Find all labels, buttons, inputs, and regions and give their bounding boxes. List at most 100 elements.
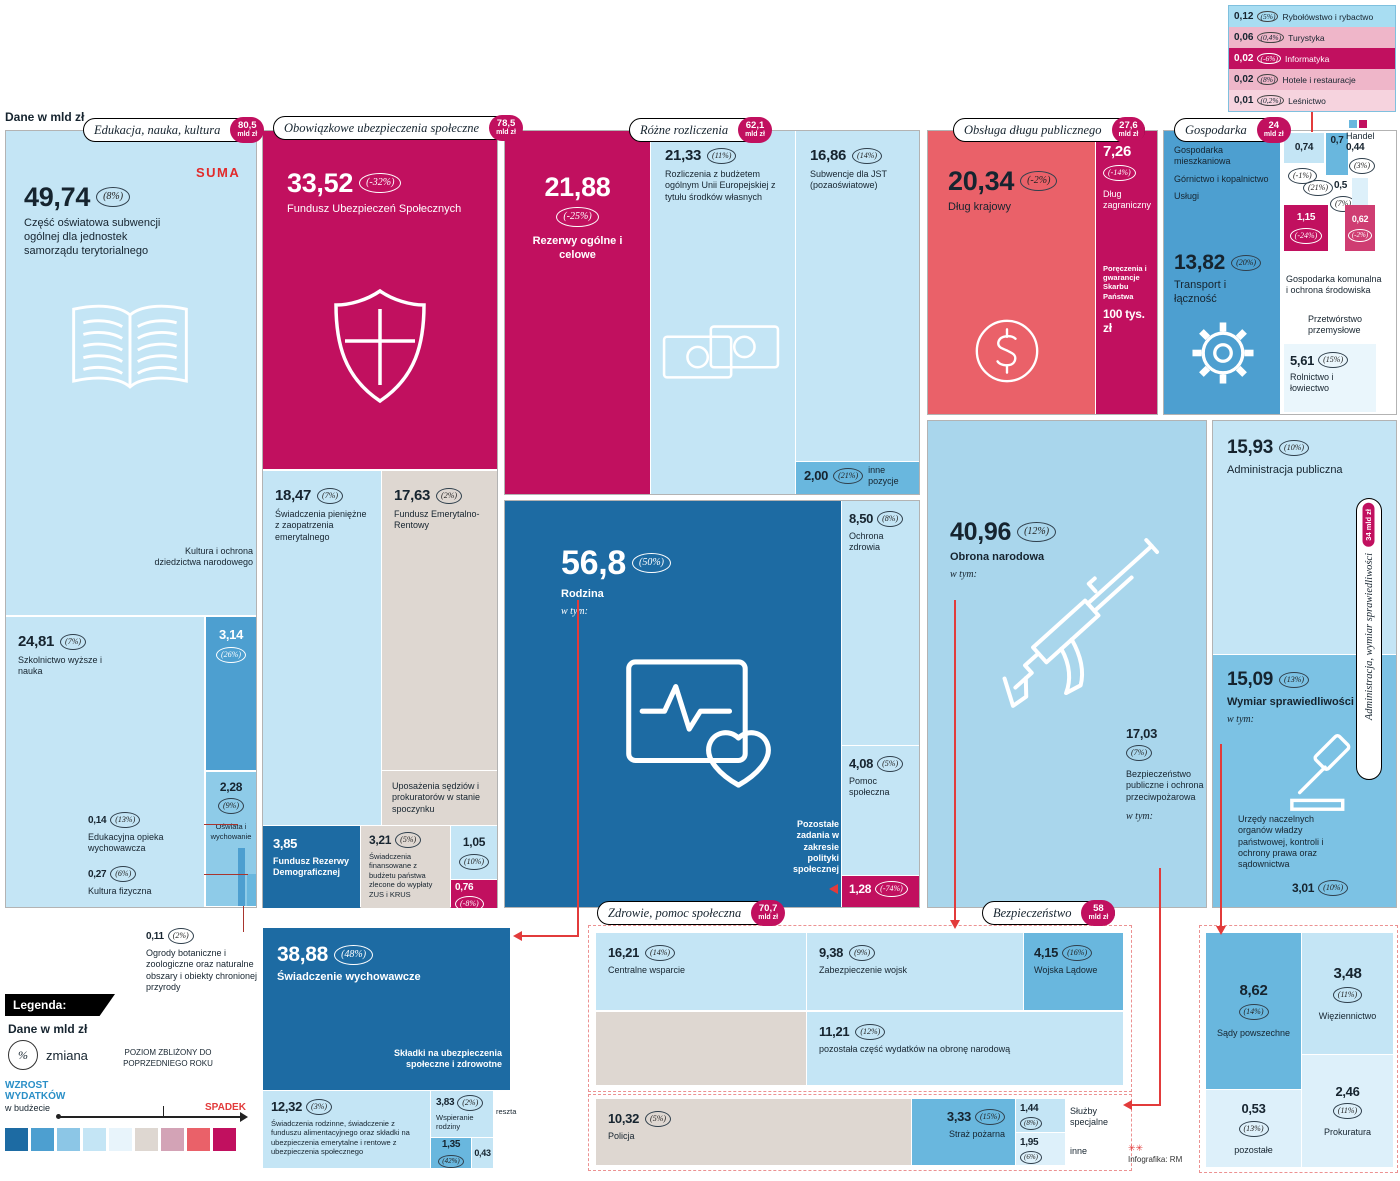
change-badge: (-14%) [1103,165,1136,181]
tile-gosp-07: 0,7 [1326,133,1348,175]
value: 1,05 [462,835,486,850]
change-badge: (6%) [110,866,137,882]
label-gosp-komunalna: Gospodarka komunalna i ochrona środowisk… [1286,274,1382,296]
legend-swatch [161,1128,184,1151]
total-value: 62,1 [745,120,765,132]
tile-policja: 10,32 (5%) Policja [596,1099,911,1165]
legend-scale-line [58,1116,240,1118]
label: Wojska Lądowe [1034,965,1098,975]
total-value: 78,5 [496,118,516,130]
tile-pozostala-obrona: 11,21 (12%) pozostała część wydatków na o… [807,1012,1123,1085]
arrow-down [950,920,960,929]
total-unit: mld zł [745,131,765,139]
label-gornictwo: Górnictwo i kopalnictwo [1174,173,1269,184]
value: 1,28 [849,881,872,896]
value: 20,34 [948,166,1015,196]
tile-straz-pozarna: 3,33 (15%) Straż pożarna [912,1099,1015,1165]
tile-inne-bezpieczenstwo: 1,95 (6%) [1016,1133,1065,1165]
section-title: Obowiązkowe ubezpieczenia społeczne [284,120,480,135]
change-badge: (12%) [855,1024,886,1040]
tile-transport: Gospodarka mieszkaniowa Górnictwo i kopa… [1164,131,1280,414]
label: Świadczenia rodzinne, świadczenie z fund… [271,1119,410,1157]
value: 0,74 [1294,142,1314,153]
change-badge: (11%) [707,148,737,164]
label: Fundusz Rezerwy Demograficznej [273,855,350,877]
legend-swatch [135,1128,158,1151]
section-title: Zdrowie, pomoc społeczna [608,905,742,920]
value: 1,44 [1020,1103,1039,1114]
total-unit: mld zł [1088,914,1109,922]
label: Więziennictwo [1318,1010,1377,1021]
label: Oświata i wychowanie [210,822,252,841]
value: 7,26 [1103,143,1131,160]
label: Świadczenia pieniężne z zaopatrzenia eme… [275,509,367,542]
tile-zdrowie-043: 0,43 [472,1138,493,1168]
label: Edukacyjna opieka wychowawcza [88,832,164,854]
handel-swatch-blue [1349,120,1357,128]
tile-swiadczenia-zus-krus: 3,21 (5%) Świadczenia finansowane z budże… [361,826,450,908]
change-badge: (3%) [1349,158,1375,174]
gear-icon [1190,320,1256,386]
legend-change: zmiana [46,1048,88,1063]
change-badge: (8%) [1020,1117,1042,1130]
change-badge: (20%) [1231,254,1262,271]
value: 33,52 [287,168,354,198]
section-title: Obsługa długu publicznego [964,122,1102,137]
label: inne pozycje [868,465,899,487]
value: 17,63 [394,487,431,504]
change-badge: (9%) [218,798,244,815]
label: pozostałe [1234,1144,1273,1155]
label-urzedy: Urzędy naczelnych organów władzy państwo… [1238,814,1324,869]
tile-wspieranie-rodziny: 3,83 (2%) Wspieranie rodziny [431,1091,493,1137]
callout-ogrody: 0,11 (2%) Ogrody botaniczne i zoologiczne… [146,928,258,993]
value: 21,33 [665,147,702,164]
section-total-badge: 27,6 mld zł [1111,117,1146,143]
change-badge: (10%) [1279,440,1310,457]
label: Hotele i restauracje [1282,74,1356,85]
legend-swatch [109,1128,132,1151]
section-total-badge: 24 mld zł [1256,117,1291,143]
change-badge: (-24%) [1289,228,1323,244]
mini-legend-connector [1311,110,1313,132]
total-value: 34 [1364,532,1374,541]
legend-percent-circle: % [8,1040,38,1070]
tile-dlug-krajowy: 20,34 (-2%) Dług krajowy [928,131,1095,414]
section-header-administracja: 34 mld zł Administracja, wymiar sprawied… [1356,498,1382,780]
value: 0,44 [1346,142,1365,154]
label-sluzby-specjalne: Służby specjalne [1070,1106,1109,1128]
wymiar-connector-line [1220,744,1222,926]
legend-swatch [5,1128,28,1151]
tile-zdrowie-135: 1,35 (42%) [431,1138,471,1168]
tile-rezerwy: 21,88 (-25%) Rezerwy ogólne i celowe [505,131,650,494]
total-unit: mld zł [1118,131,1139,139]
label-poreczenia: Poręczenia i gwarancje Skarbu Państwa [1103,263,1147,301]
tile-centralne-wsparcie: 16,21 (14%) Centralne wsparcie [596,933,806,1010]
section-title: Bezpieczeństwo [993,905,1072,920]
section-total-badge: 70,7 mld zł [751,900,786,926]
legend-swatch [213,1128,236,1151]
value: 10,32 [608,1111,640,1127]
tile-kultura: 3,14 (26%) [206,617,256,770]
callout-line [243,906,244,932]
section-header-ubezpieczenia: Obowiązkowe ubezpieczenia społeczne 78,5… [273,115,523,141]
callout-bezpieczenstwo-publiczne: 17,03 (7%) Bezpieczeństwo publiczne i oc… [1126,726,1204,822]
value: 3,83 [436,1097,455,1108]
tile-ubezpieczenia-pozostale: 0,76 (-8%) pozostałe [451,880,497,921]
section-header-bezpieczenstwo: Bezpieczeństwo 58 mld zł [982,900,1116,926]
label: Sądy powszechne [1216,1028,1291,1039]
label-kultura-dziedzictwo: Kultura i ochrona dziedzictwa narodowego [154,546,253,568]
mini-legend-row: 0,02 (-6%) Informatyka [1229,48,1395,69]
arrow-left [829,884,838,894]
value: 0,76 [455,882,474,893]
section-administracja [1212,420,1397,908]
label-reszta: reszta [496,1107,517,1116]
value: 0,02 [1234,74,1254,85]
tile-fundusz-rezerwy: 3,85 Fundusz Rezerwy Demograficznej [263,826,360,908]
tile-gosp-074: 0,74 [1284,133,1324,163]
value: 0,43 [474,1147,491,1158]
legend-swatch [57,1128,80,1151]
change-badge: (10%) [459,853,489,870]
value: 49,74 [24,182,91,212]
value: 9,38 [819,945,844,961]
